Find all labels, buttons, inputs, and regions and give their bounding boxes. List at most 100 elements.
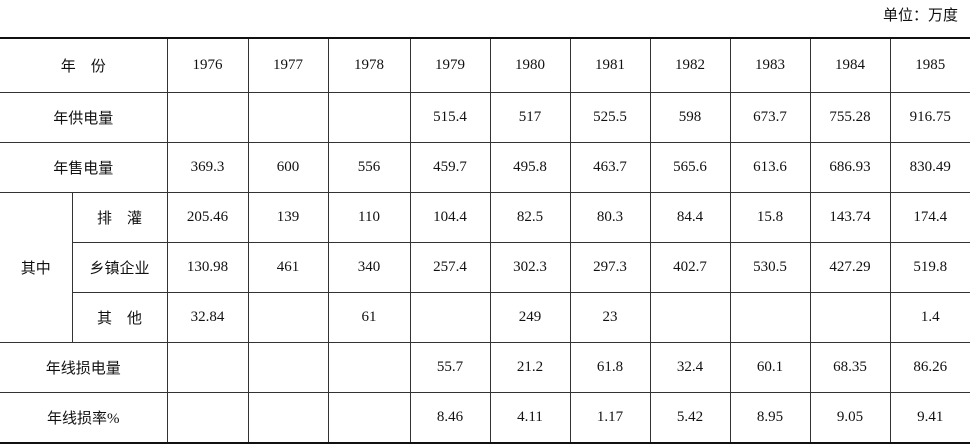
row-label: 年售电量 — [0, 142, 168, 193]
data-cell: 61 — [327, 292, 411, 343]
data-cell: 459.7 — [409, 142, 491, 193]
header-cell: 年 份 — [0, 37, 168, 93]
data-cell: 205.46 — [166, 192, 249, 243]
data-cell: 565.6 — [649, 142, 731, 193]
data-cell: 130.98 — [166, 242, 249, 293]
data-cell — [327, 342, 411, 393]
data-cell — [729, 292, 811, 343]
data-cell — [247, 392, 329, 444]
data-cell: 104.4 — [409, 192, 491, 243]
data-cell: 755.28 — [809, 92, 891, 143]
data-cell: 916.75 — [889, 92, 971, 143]
header-cell: 1978 — [327, 37, 411, 93]
data-cell — [166, 92, 249, 143]
header-cell: 1977 — [247, 37, 329, 93]
data-cell: 530.5 — [729, 242, 811, 293]
data-cell — [409, 292, 491, 343]
data-cell: 9.05 — [809, 392, 891, 444]
row-label: 乡镇企业 — [71, 242, 168, 293]
data-cell: 402.7 — [649, 242, 731, 293]
header-cell: 1984 — [809, 37, 891, 93]
data-cell: 463.7 — [569, 142, 651, 193]
table-row: 其中排 灌 205.46 139 110 104.4 82.5 80.3 84.4 15.8 14… — [0, 192, 971, 343]
data-cell — [327, 92, 411, 143]
data-cell — [247, 92, 329, 143]
header-cell: 1981 — [569, 37, 651, 93]
data-cell: 8.46 — [409, 392, 491, 444]
header-cell: 1983 — [729, 37, 811, 93]
data-cell: 495.8 — [489, 142, 571, 193]
data-cell — [809, 292, 891, 343]
data-cell: 830.49 — [889, 142, 971, 193]
data-cell: 686.93 — [809, 142, 891, 193]
data-cell: 80.3 — [569, 192, 651, 243]
table-row: 年线损率% 8.46 4.11 1.17 5.42 8.95 9.05 9.41 — [0, 392, 971, 444]
unit-label: 单位：万度 — [882, 8, 958, 24]
table-row: 其 他 32.84 61 249 23 1.4 — [0, 292, 971, 343]
data-cell: 110 — [327, 192, 411, 243]
data-cell — [247, 292, 329, 343]
data-cell: 598 — [649, 92, 731, 143]
data-cell: 613.6 — [729, 142, 811, 193]
data-table: 年 份 1976 1977 1978 1979 1980 1981 1982 1983 1984 1… — [0, 37, 971, 444]
data-cell: 8.95 — [729, 392, 811, 444]
data-cell: 519.8 — [889, 242, 971, 293]
row-label: 年线损率% — [0, 392, 168, 444]
data-cell: 525.5 — [569, 92, 651, 143]
data-cell: 9.41 — [889, 392, 971, 444]
data-cell: 143.74 — [809, 192, 891, 243]
row-label: 年线损电量 — [0, 342, 168, 393]
data-cell: 60.1 — [729, 342, 811, 393]
data-cell: 600 — [247, 142, 329, 193]
data-cell: 427.29 — [809, 242, 891, 293]
data-cell: 82.5 — [489, 192, 571, 243]
row-label: 年供电量 — [0, 92, 168, 143]
data-cell: 4.11 — [489, 392, 571, 444]
table-row: 年售电量 369.3 600 556 459.7 495.8 463.7 565.6 613.6… — [0, 142, 971, 193]
table-row: 乡镇企业 130.98 461 340 257.4 302.3 297.3 402.7 530.… — [0, 242, 971, 293]
data-cell: 68.35 — [809, 342, 891, 393]
data-cell: 1.17 — [569, 392, 651, 444]
table-row: 年 份 1976 1977 1978 1979 1980 1981 1982 1983 1984 1… — [0, 37, 971, 93]
data-cell: 23 — [569, 292, 651, 343]
row-label: 排 灌 — [71, 192, 168, 243]
data-cell: 249 — [489, 292, 571, 343]
group-label: 其中 — [0, 192, 72, 343]
data-cell: 340 — [327, 242, 411, 293]
table-row: 年线损电量 55.7 21.2 61.8 32.4 60.1 68.35 86.26 — [0, 342, 971, 393]
data-cell: 15.8 — [729, 192, 811, 243]
data-cell: 55.7 — [409, 342, 491, 393]
data-cell: 84.4 — [649, 192, 731, 243]
data-cell: 86.26 — [889, 342, 971, 393]
data-cell — [166, 392, 249, 444]
data-cell: 32.84 — [166, 292, 249, 343]
data-cell: 369.3 — [166, 142, 249, 193]
data-cell — [166, 342, 249, 393]
header-cell: 1982 — [649, 37, 731, 93]
data-cell: 257.4 — [409, 242, 491, 293]
data-cell: 1.4 — [889, 292, 971, 343]
data-cell: 517 — [489, 92, 571, 143]
data-cell: 174.4 — [889, 192, 971, 243]
data-cell: 297.3 — [569, 242, 651, 293]
row-label: 其 他 — [71, 292, 168, 343]
header-cell: 1980 — [489, 37, 571, 93]
header-cell: 1985 — [889, 37, 971, 93]
data-cell — [649, 292, 731, 343]
data-cell — [247, 342, 329, 393]
data-cell: 139 — [247, 192, 329, 243]
header-cell: 1976 — [166, 37, 249, 93]
data-cell — [327, 392, 411, 444]
data-cell: 515.4 — [409, 92, 491, 143]
data-cell: 302.3 — [489, 242, 571, 293]
data-cell: 5.42 — [649, 392, 731, 444]
data-cell: 21.2 — [489, 342, 571, 393]
data-cell: 32.4 — [649, 342, 731, 393]
data-cell: 61.8 — [569, 342, 651, 393]
data-cell: 556 — [327, 142, 411, 193]
table-row: 年供电量 515.4 517 525.5 598 673.7 755.28 916.75 — [0, 92, 971, 143]
header-cell: 1979 — [409, 37, 491, 93]
data-cell: 461 — [247, 242, 329, 293]
data-cell: 673.7 — [729, 92, 811, 143]
